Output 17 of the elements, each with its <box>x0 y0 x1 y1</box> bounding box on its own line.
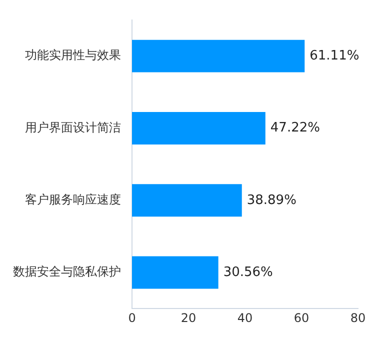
data-label: 47.22% <box>270 120 320 136</box>
x-tick-label: 80 <box>350 310 366 325</box>
y-tick-label: 数据安全与隐私保护 <box>13 264 121 279</box>
y-tick-label: 功能实用性与效果 <box>25 48 121 62</box>
data-label: 30.56% <box>223 264 273 280</box>
bar <box>132 184 242 217</box>
y-tick-label: 客户服务响应速度 <box>25 192 121 206</box>
x-tick-label: 20 <box>180 310 196 325</box>
y-tick-label: 用户界面设计简洁 <box>25 120 121 134</box>
bar <box>132 112 266 144</box>
x-tick-label: 60 <box>294 310 310 325</box>
x-tick-label: 0 <box>128 310 136 325</box>
x-tick-label: 40 <box>237 310 253 325</box>
data-label: 38.89% <box>246 192 296 208</box>
bar <box>132 256 218 289</box>
bar <box>132 40 305 72</box>
data-label: 61.11% <box>310 48 360 64</box>
